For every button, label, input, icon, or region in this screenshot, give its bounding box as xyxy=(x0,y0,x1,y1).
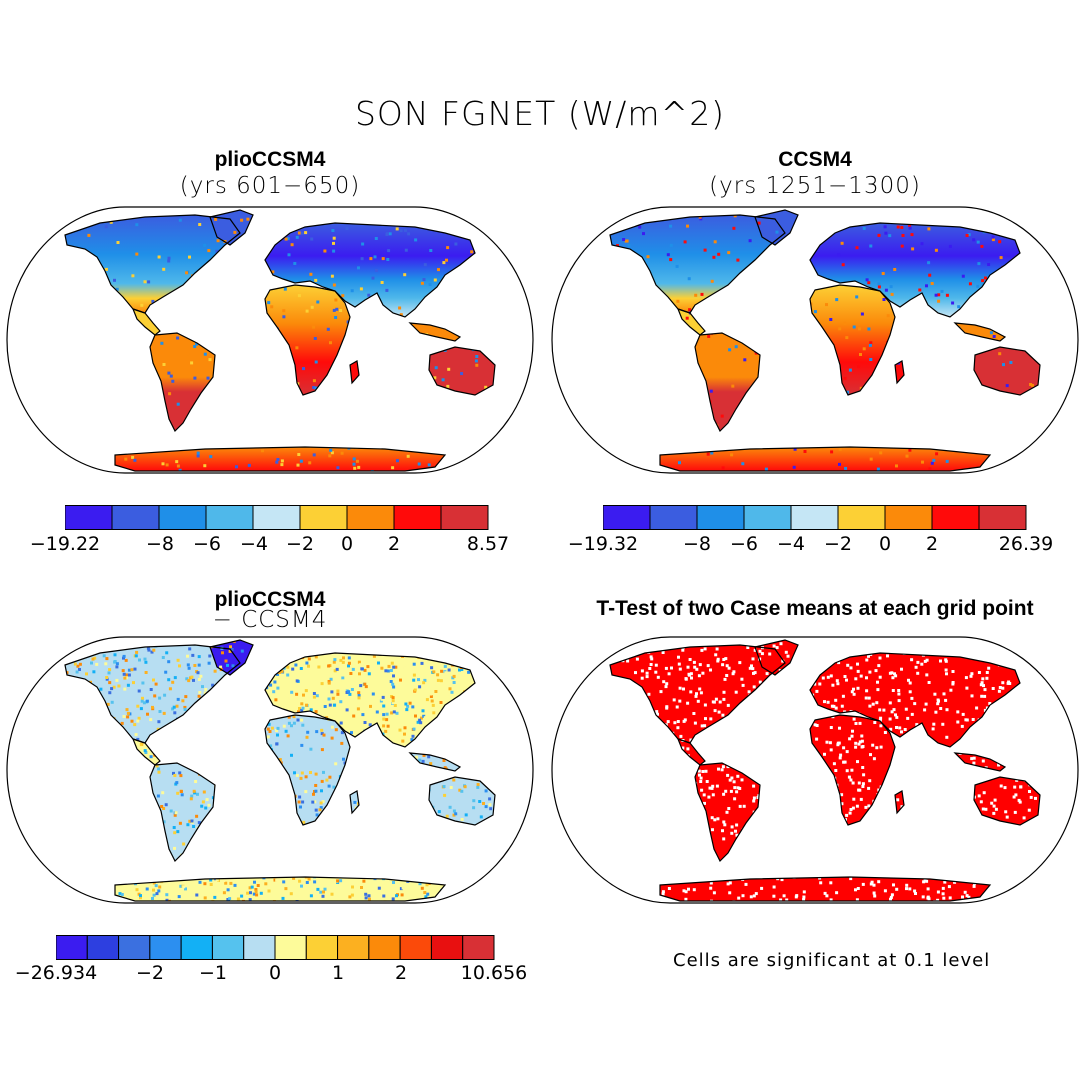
land-northAmerica xyxy=(65,215,240,313)
land-eurasia xyxy=(265,223,475,317)
land-greenland xyxy=(755,640,798,675)
map-top-left xyxy=(6,206,534,474)
colorbar-cell xyxy=(149,935,182,960)
colorbar-cell xyxy=(368,935,401,960)
colorbar-cell xyxy=(65,505,113,530)
land-africa xyxy=(810,285,895,395)
colorbar-tick-label: 2 xyxy=(925,533,939,555)
land-indonesia xyxy=(410,753,460,771)
colorbar-tick-label: 2 xyxy=(394,962,408,984)
land-centralAmerica xyxy=(678,309,705,335)
map-frame xyxy=(6,206,534,474)
land-australia xyxy=(429,777,495,825)
map-frame xyxy=(551,206,1079,474)
colorbar-cell xyxy=(790,505,839,530)
colorbar-tick-label: 8.57 xyxy=(466,533,510,555)
map-top-right xyxy=(551,206,1079,474)
colorbar-cell xyxy=(837,505,886,530)
map-bottom-left xyxy=(6,636,534,904)
colorbar-tick-label: 0 xyxy=(268,962,282,984)
colorbar-top-left xyxy=(65,505,489,530)
colorbar-tick-label: −4 xyxy=(776,533,806,555)
figure-title: SON FGNET (W/m^2) xyxy=(354,94,726,133)
colorbar-top-right xyxy=(603,505,1027,530)
panel-subtitle-bottom-left: − CCSM4 xyxy=(212,607,328,633)
colorbar-cell xyxy=(274,935,307,960)
land-africa xyxy=(265,285,350,395)
colorbar-tick-label: −4 xyxy=(239,533,269,555)
colorbar-cell xyxy=(205,505,254,530)
map-frame xyxy=(551,636,1079,904)
colorbar-tick-label: −8 xyxy=(145,533,175,555)
colorbar-cell xyxy=(56,935,88,960)
colorbar-tick-label: −2 xyxy=(285,533,315,555)
colorbar-tick-label: 0 xyxy=(878,533,892,555)
colorbar-cell xyxy=(299,505,348,530)
map-frame xyxy=(6,636,534,904)
land-australia xyxy=(429,347,495,395)
colorbar-cell xyxy=(158,505,207,530)
colorbar-tick-label: 1 xyxy=(331,962,345,984)
land-australia xyxy=(974,777,1040,825)
colorbar-cell xyxy=(603,505,651,530)
colorbar-cell xyxy=(86,935,120,960)
panel-title-bottom-left: plioCCSM4 xyxy=(214,588,326,611)
panel-title-bottom-right: T-Test of two Case means at each grid po… xyxy=(596,597,1034,620)
land-indonesia xyxy=(410,323,460,341)
colorbar-cell xyxy=(111,505,160,530)
colorbar-cell xyxy=(430,935,464,960)
colorbar-tick-label: −2 xyxy=(823,533,853,555)
land-eurasia xyxy=(810,223,1020,317)
colorbar-cell xyxy=(649,505,698,530)
colorbar-cell xyxy=(884,505,933,530)
colorbar-cell xyxy=(243,935,276,960)
colorbar-tick-label: −19.22 xyxy=(29,533,101,555)
colorbar-cell xyxy=(440,505,489,530)
colorbar-cell xyxy=(393,505,442,530)
panel-title-top-left: plioCCSM4 xyxy=(214,148,326,171)
colorbar-cell xyxy=(252,505,301,530)
map-bottom-right xyxy=(551,636,1079,904)
land-africa xyxy=(265,715,350,825)
colorbar-tick-label: 26.39 xyxy=(998,533,1054,555)
colorbar-tick-label: −1 xyxy=(198,962,228,984)
panel-subtitle-top-right: (yrs 1251−1300) xyxy=(709,173,921,199)
land-centralAmerica xyxy=(678,739,705,765)
panel-title-top-right: CCSM4 xyxy=(778,148,852,171)
colorbar-cell xyxy=(978,505,1027,530)
colorbar-cell xyxy=(211,935,245,960)
colorbar-cell xyxy=(180,935,213,960)
colorbar-tick-label: −26.934 xyxy=(14,962,98,984)
colorbar-cell xyxy=(399,935,432,960)
colorbar-tick-label: −2 xyxy=(135,962,165,984)
land-australia xyxy=(974,347,1040,395)
colorbar-tick-label: 10.656 xyxy=(460,962,528,984)
colorbar-cell xyxy=(337,935,370,960)
colorbar-cell xyxy=(305,935,339,960)
colorbar-cell xyxy=(462,935,495,960)
colorbar-tick-label: 0 xyxy=(340,533,354,555)
panel-subtitle-top-left: (yrs 601−650) xyxy=(179,173,361,199)
significance-note: Cells are significant at 0.1 level xyxy=(673,950,991,971)
colorbar-tick-label: −6 xyxy=(192,533,222,555)
land-centralAmerica xyxy=(133,309,160,335)
colorbar-cell xyxy=(931,505,980,530)
colorbar-bottom-left xyxy=(56,935,495,960)
land-greenland xyxy=(755,210,798,245)
colorbar-tick-label: −8 xyxy=(682,533,712,555)
colorbar-cell xyxy=(346,505,395,530)
colorbar-cell xyxy=(743,505,792,530)
colorbar-cell xyxy=(696,505,745,530)
land-eurasia xyxy=(265,653,475,747)
colorbar-tick-label: −6 xyxy=(729,533,759,555)
land-northAmerica xyxy=(610,215,785,313)
land-indonesia xyxy=(955,753,1005,771)
colorbar-cell xyxy=(118,935,151,960)
colorbar-tick-label: 2 xyxy=(387,533,401,555)
colorbar-tick-label: −19.32 xyxy=(567,533,639,555)
